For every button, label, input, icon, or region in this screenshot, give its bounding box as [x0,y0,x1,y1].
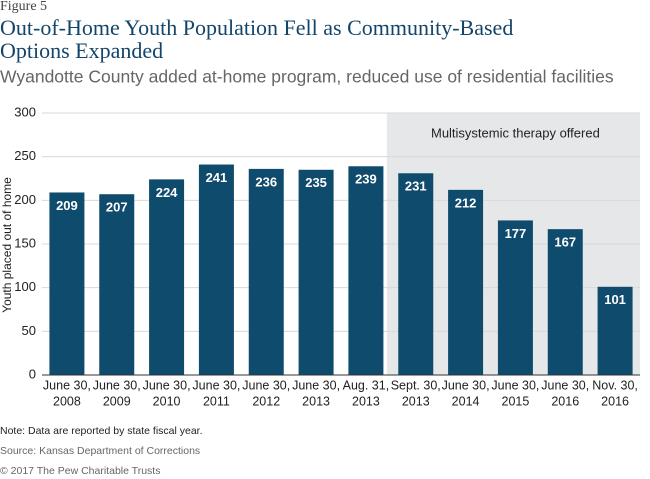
bar [497,220,533,375]
y-tick-label: 0 [29,366,36,381]
x-tick-label: June 30, [491,378,539,392]
value-label: 236 [255,174,277,189]
bar [298,169,334,375]
bar [248,168,284,375]
y-tick-label: 150 [14,235,36,250]
value-label: 209 [56,198,78,213]
value-label: 231 [405,179,427,194]
y-tick-label: 200 [14,192,36,207]
x-tick-label: 2014 [452,394,480,408]
chart-title: Out-of-Home Youth Population Fell as Com… [0,15,513,63]
note: Note: Data are reported by state fiscal … [0,425,203,437]
x-tick-label: 2013 [302,394,330,408]
x-tick-label: Aug. 31, [343,378,390,392]
x-tick-label: June 30, [93,378,141,392]
x-tick-label: 2013 [352,394,380,408]
x-tick-label: Nov. 30, [592,378,638,392]
x-tick-label: June 30, [442,378,490,392]
bar [99,194,135,375]
value-label: 241 [206,170,228,185]
bar [149,179,185,375]
value-label: 212 [455,195,477,210]
value-label: 235 [305,175,327,190]
bar [398,173,434,375]
x-tick-label: June 30, [242,378,290,392]
x-tick-label: 2016 [601,394,629,408]
x-tick-label: 2009 [103,394,131,408]
value-label: 177 [505,226,527,241]
y-axis-label: Youth placed out of home [0,177,14,313]
bar [348,166,384,375]
source: Source: Kansas Department of Corrections [0,445,200,457]
bar [547,229,583,375]
x-tick-label: 2010 [153,394,181,408]
x-tick-label: June 30, [292,378,340,392]
y-tick-label: 300 [14,104,36,119]
x-tick-label: June 30, [192,378,240,392]
bar [597,286,633,375]
chart-subtitle: Wyandotte County added at-home program, … [0,67,614,87]
figure-label: Figure 5 [0,0,47,14]
y-tick-label: 50 [22,323,36,338]
x-tick-label: June 30, [541,378,589,392]
value-label: 239 [355,172,377,187]
x-tick-label: 2012 [252,394,280,408]
annotation: Multisystemic therapy offered [431,125,600,140]
bar [448,189,484,375]
x-tick-label: 2013 [402,394,430,408]
x-tick-label: 2008 [53,394,81,408]
y-tick-label: 250 [14,148,36,163]
x-tick-label: 2011 [203,394,230,408]
value-label: 101 [604,292,626,307]
value-label: 167 [554,235,576,250]
value-label: 207 [106,200,128,215]
x-tick-label: 2015 [502,394,530,408]
bar [49,192,85,375]
x-tick-label: Sept. 30, [391,378,441,392]
x-tick-label: June 30, [143,378,191,392]
x-tick-label: June 30, [43,378,91,392]
copyright: © 2017 The Pew Charitable Trusts [0,465,160,477]
value-label: 224 [156,185,178,200]
bar [198,164,234,375]
y-tick-label: 100 [14,279,36,294]
x-tick-label: 2016 [551,394,579,408]
